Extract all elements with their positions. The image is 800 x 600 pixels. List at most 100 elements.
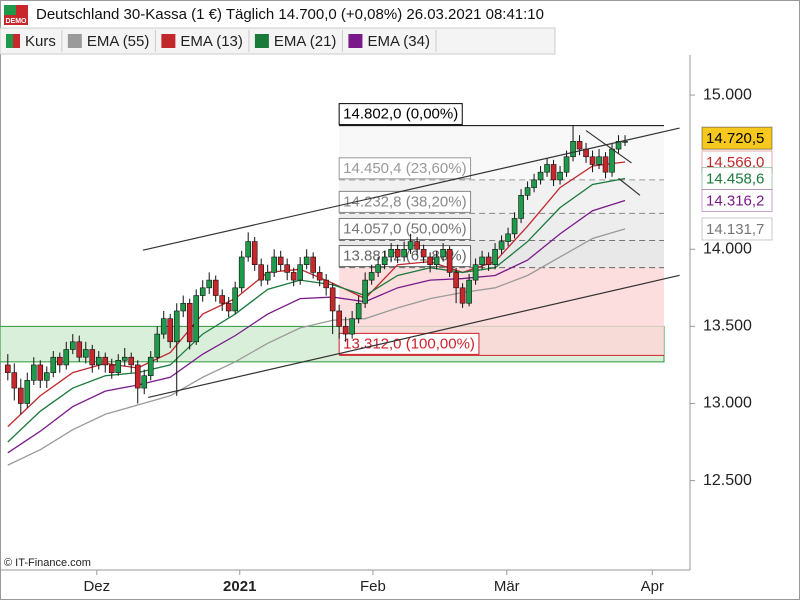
- trendline: [142, 127, 680, 251]
- candle-body: [225, 302, 232, 312]
- candle-body: [550, 164, 557, 181]
- candle-body: [63, 349, 70, 366]
- trendline: [618, 177, 641, 196]
- x-tick-label: Mär: [494, 578, 520, 595]
- fib-label: 14.450,4 (23,60%): [338, 157, 472, 180]
- candle-body: [264, 272, 271, 281]
- ema-line: [7, 161, 626, 428]
- ema-line: [7, 228, 626, 466]
- candle-body: [11, 372, 18, 389]
- badge-text: DEMO: [6, 18, 28, 25]
- y-tick-label: 13.500: [703, 318, 752, 335]
- candle-body: [160, 318, 167, 335]
- candle-body: [518, 195, 524, 219]
- candle-body: [4, 364, 11, 373]
- legend-label: EMA (55): [87, 33, 150, 50]
- badge-icon: [4, 5, 16, 15]
- fib-label-text: 14.057,0 (50,00%): [343, 220, 466, 237]
- candle-body: [355, 302, 362, 319]
- y-tick-label: 14.000: [703, 241, 752, 258]
- candle-body: [290, 272, 297, 281]
- candle-body: [511, 218, 518, 235]
- fib-label-box: [338, 217, 472, 240]
- candle-body: [199, 287, 206, 296]
- candle-body: [128, 356, 135, 366]
- candle-body: [336, 310, 342, 327]
- candle-body: [167, 318, 174, 343]
- fib-label: 13.312,0 (100,00%): [338, 332, 480, 355]
- candle-body: [43, 372, 50, 381]
- candle-body: [30, 364, 37, 381]
- price-marker: [701, 126, 773, 150]
- candle-body: [466, 279, 472, 304]
- fib-label-text: 13.312,0 (100,00%): [343, 335, 475, 352]
- candle-body: [622, 141, 628, 143]
- legend-swatch: [6, 34, 13, 48]
- candle-body: [89, 349, 96, 366]
- legend-label: Kurs: [25, 33, 56, 50]
- legend-swatch: [161, 34, 176, 48]
- legend-swatch: [254, 34, 269, 48]
- price-marker-label: 14.316,2: [706, 192, 764, 209]
- candle-body: [102, 356, 109, 366]
- candle-body: [303, 256, 310, 266]
- candle-body: [414, 241, 420, 250]
- legend-swatch: [348, 34, 363, 48]
- chart-title: Deutschland 30-Kassa (1 €) Täglich 14.70…: [36, 6, 544, 23]
- candle-body: [76, 341, 83, 358]
- footer: © IT-Finance.com: [4, 557, 91, 569]
- candle-body: [108, 364, 115, 373]
- candle-body: [407, 241, 414, 250]
- candle-body: [238, 256, 245, 289]
- candle-body: [342, 326, 349, 335]
- candle-body: [472, 264, 479, 281]
- candle-body: [440, 248, 446, 258]
- x-tick-label: Dez: [83, 578, 110, 595]
- legend-swatch: [13, 34, 20, 48]
- trendline: [148, 274, 680, 399]
- candle-body: [609, 148, 615, 173]
- legend-bar: [0, 27, 556, 55]
- legend: Kurs EMA (55) EMA (13) EMA (21) EMA (34): [6, 30, 437, 52]
- candle-body: [121, 356, 128, 361]
- candle-body: [258, 264, 264, 281]
- x-tick-label: Feb: [360, 578, 386, 595]
- candle-body: [570, 141, 576, 158]
- candle-body: [433, 256, 440, 266]
- candle-body: [310, 256, 316, 273]
- y-tick-label: 15.000: [703, 86, 752, 103]
- candle-body: [271, 256, 277, 273]
- candle-body: [362, 279, 368, 304]
- candle-body: [531, 179, 537, 188]
- legend-label: EMA (13): [180, 33, 243, 50]
- legend-label: EMA (21): [274, 33, 337, 50]
- header: DEMO Deutschland 30-Kassa (1 €) Täglich …: [4, 5, 544, 25]
- x-tick-label: 2021: [223, 578, 256, 595]
- y-tick-label: 12.500: [703, 472, 752, 489]
- candle-body: [563, 156, 570, 173]
- candle-body: [544, 164, 550, 173]
- fib-label: 14.057,0 (50,00%): [338, 217, 472, 240]
- candle-body: [297, 264, 303, 281]
- candle-body: [576, 141, 583, 150]
- candle-body: [95, 356, 102, 366]
- fib-label-text: 14.802,0 (0,00%): [343, 106, 458, 123]
- candle-body: [401, 248, 407, 258]
- candle-body: [420, 248, 427, 258]
- candle-body: [251, 241, 258, 266]
- price-marker: [701, 217, 773, 241]
- candle-body: [56, 356, 63, 366]
- trendline: [585, 130, 632, 164]
- candle-body: [453, 272, 459, 289]
- candle-body: [316, 272, 323, 281]
- candle-body: [524, 187, 531, 196]
- candle-body: [589, 156, 596, 165]
- candle-body: [368, 272, 375, 281]
- candle-body: [277, 256, 284, 266]
- candle-body: [180, 302, 187, 312]
- candle-body: [115, 359, 122, 373]
- price-marker-label: 14.720,5: [706, 130, 764, 147]
- ema-line: [7, 177, 626, 443]
- candle-body: [381, 256, 388, 266]
- candle-body: [329, 287, 336, 312]
